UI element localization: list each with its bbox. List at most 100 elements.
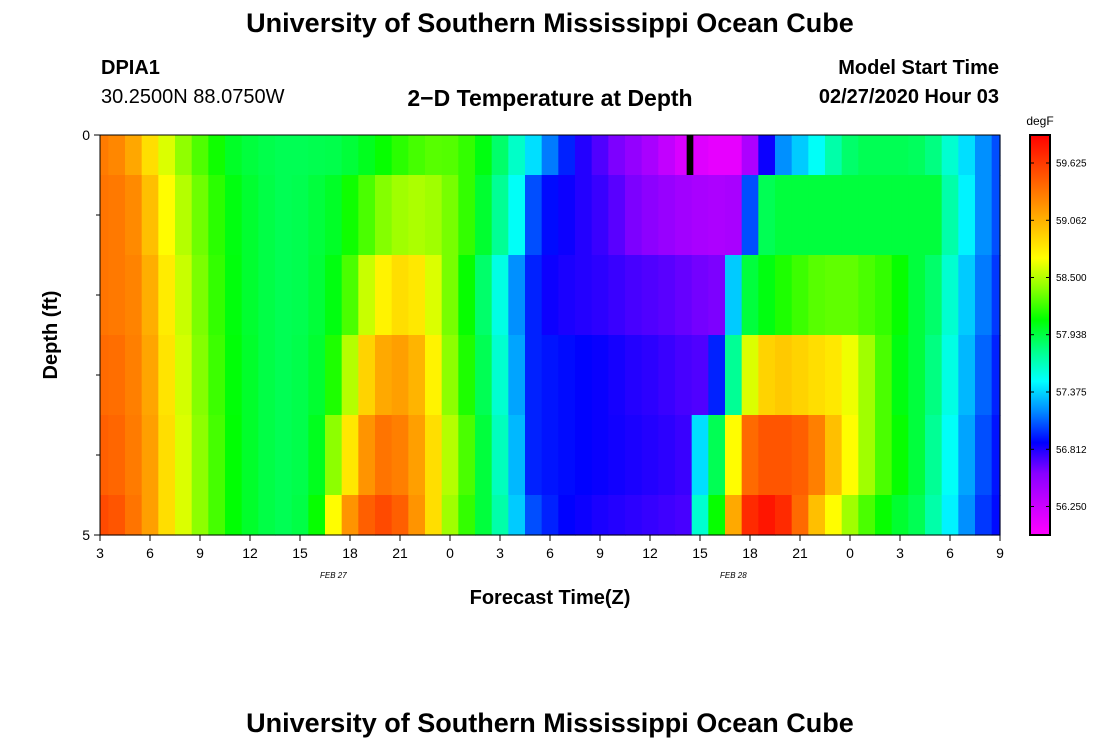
heatmap-cell: [958, 495, 976, 536]
heatmap-cell: [475, 415, 493, 496]
heatmap-cell: [841, 255, 859, 336]
heatmap-cell: [525, 135, 543, 176]
heatmap-cell: [325, 335, 343, 416]
heatmap-cell: [858, 255, 876, 336]
heatmap-cell: [708, 495, 726, 536]
heatmap-cell: [341, 335, 359, 416]
heatmap-cell: [958, 135, 976, 176]
heatmap-cell: [275, 335, 293, 416]
heatmap-cell: [325, 255, 343, 336]
heatmap-cell: [591, 495, 609, 536]
heatmap-cell: [791, 335, 809, 416]
heatmap-cell: [925, 175, 943, 256]
heatmap-cell: [591, 135, 609, 176]
heatmap-cell: [291, 135, 309, 176]
heatmap-cell: [258, 415, 276, 496]
heatmap-cell: [658, 175, 676, 256]
heatmap-cell: [275, 135, 293, 176]
heatmap-cell: [175, 175, 193, 256]
heatmap-cell: [125, 495, 143, 536]
heatmap-cell: [391, 255, 409, 336]
heatmap-cell: [491, 495, 509, 536]
heatmap-cell: [941, 135, 959, 176]
heatmap-cell: [825, 175, 843, 256]
heatmap-cell: [375, 415, 393, 496]
heatmap-cell: [358, 495, 376, 536]
heatmap-cell: [641, 175, 659, 256]
heatmap-cell: [691, 415, 709, 496]
colorbar-tick-label: 57.938: [1056, 330, 1087, 341]
heatmap-cell: [825, 135, 843, 176]
heatmap-cell: [775, 335, 793, 416]
heatmap-cell: [775, 135, 793, 176]
heatmap-cell: [658, 495, 676, 536]
model-start-label: Model Start Time: [838, 57, 999, 79]
heatmap-cell: [525, 175, 543, 256]
heatmap-cell: [775, 175, 793, 256]
heatmap-cell: [291, 335, 309, 416]
x-tick-label: 18: [742, 545, 758, 561]
heatmap-cell: [491, 255, 509, 336]
heatmap-cell: [758, 415, 776, 496]
heatmap-cell: [191, 175, 209, 256]
heatmap-cell: [625, 495, 643, 536]
heatmap-cell: [625, 255, 643, 336]
heatmap-cell: [325, 495, 343, 536]
heatmap-cell: [141, 495, 159, 536]
heatmap-cell: [558, 335, 576, 416]
heatmap-cell: [275, 415, 293, 496]
heatmap-cell: [358, 175, 376, 256]
heatmap-cell: [141, 135, 159, 176]
heatmap-cell: [808, 255, 826, 336]
missing-data-cell: [686, 135, 694, 175]
heatmap-cell: [741, 175, 759, 256]
heatmap-cell: [275, 495, 293, 536]
heatmap-cell: [241, 135, 259, 176]
heatmap-cell: [541, 175, 559, 256]
heatmap-cell: [125, 175, 143, 256]
heatmap-cell: [258, 255, 276, 336]
heatmap-cell: [391, 135, 409, 176]
heatmap-cell: [225, 495, 243, 536]
heatmap-cell: [791, 175, 809, 256]
heatmap-cell: [141, 255, 159, 336]
heatmap-cell: [975, 495, 993, 536]
heatmap-cell: [375, 135, 393, 176]
heatmap-cell: [108, 495, 126, 536]
colorbar: degF 59.625 59.062 58.500 57.938 57.375 56.81…: [1026, 114, 1087, 536]
heatmap-cell: [375, 495, 393, 536]
heatmap-cell: [258, 335, 276, 416]
heatmap-cell: [908, 415, 926, 496]
heatmap-cell: [841, 135, 859, 176]
x-tick-label: 6: [946, 545, 954, 561]
heatmap-cell: [775, 415, 793, 496]
heatmap-cell: [941, 415, 959, 496]
heatmap-cell: [658, 335, 676, 416]
heatmap-cell: [141, 415, 159, 496]
heatmap-cell: [625, 415, 643, 496]
heatmap-cell: [791, 415, 809, 496]
heatmap-cell: [208, 175, 226, 256]
heatmap-cell: [741, 495, 759, 536]
heatmap-cell: [100, 335, 109, 416]
heatmap-cell: [508, 415, 526, 496]
date-label: FEB 27: [320, 571, 347, 580]
heatmap-cell: [391, 175, 409, 256]
heatmap-cell: [891, 255, 909, 336]
heatmap-cell: [741, 135, 759, 176]
heatmap-cell: [908, 335, 926, 416]
heatmap-cell: [758, 135, 776, 176]
station-coordinates: 30.2500N 88.0750W: [101, 86, 285, 108]
heatmap-cell: [758, 495, 776, 536]
heatmap-cell: [408, 415, 426, 496]
heatmap-cell: [208, 495, 226, 536]
heatmap-cell: [608, 495, 626, 536]
date-label: FEB 28: [720, 571, 747, 580]
heatmap-cell: [458, 495, 476, 536]
heatmap-cell: [408, 495, 426, 536]
heatmap-cell: [958, 335, 976, 416]
heatmap-cell: [291, 415, 309, 496]
y-axis-label: Depth (ft): [40, 291, 62, 380]
x-tick-label: 6: [546, 545, 554, 561]
